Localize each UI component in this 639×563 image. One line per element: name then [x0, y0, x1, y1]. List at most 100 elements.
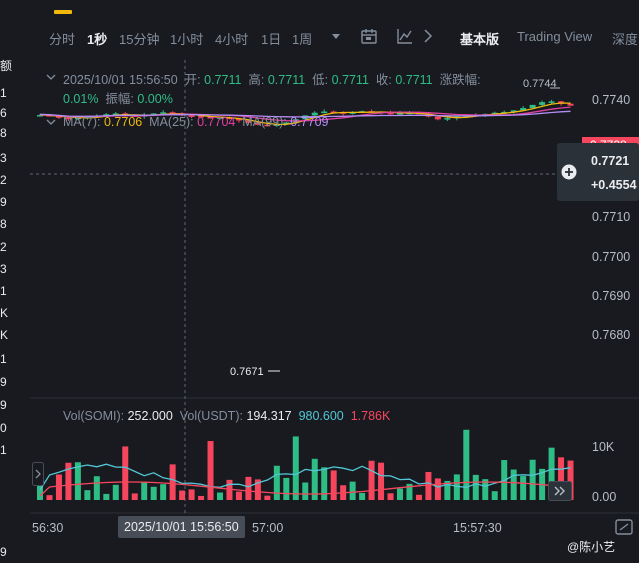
vol-usdt-label: Vol(USDT): [179, 409, 243, 423]
price-tick: 0.7740 [592, 93, 631, 107]
interval-1w[interactable]: 1周 [292, 32, 313, 47]
volume-bar [179, 490, 186, 500]
low-marker-label: 0.7671 [230, 366, 264, 378]
volume-bar [510, 469, 517, 500]
candle-body [74, 117, 81, 120]
indicator-icon[interactable] [396, 27, 414, 45]
volume-bar [311, 458, 318, 500]
time-tick: 57:00 [252, 521, 284, 535]
watermark-text: @陈小艺 [567, 540, 616, 554]
candle-body [444, 118, 451, 120]
left-strip-char: 8 [0, 126, 7, 140]
volume-bar [463, 429, 470, 500]
candle-body [254, 122, 261, 125]
kline-chart[interactable]: 2025/10/01 15:56:50 开: 0.7711 高: 0.7711 … [30, 60, 639, 548]
left-strip-char: 额 [0, 59, 13, 73]
volume-ma1-line [39, 463, 571, 491]
view-basic[interactable]: 基本版 [460, 32, 500, 47]
volume-bar [122, 446, 129, 500]
interval-15m[interactable]: 15分钟 [119, 32, 160, 47]
volume-bar [283, 477, 290, 500]
ma7-value: 0.7706 [103, 115, 143, 129]
candle-body [245, 120, 252, 123]
volume-bar [217, 492, 223, 500]
ma7-label: MA(7): [63, 115, 101, 129]
volume-tick: 10K [592, 440, 615, 454]
collapse-chevron-icon[interactable] [46, 72, 56, 82]
left-strip-char: K [0, 328, 9, 342]
chevron-right-icon[interactable] [422, 28, 434, 44]
left-strip-char: 1 [0, 284, 7, 298]
crosshair-change: +0.4554 [591, 178, 637, 192]
view-tradingview[interactable]: Trading View [517, 29, 593, 44]
volume-ma2-line [39, 481, 571, 497]
low-label: 低: [312, 73, 329, 87]
time-tick: 56:30 [32, 521, 64, 535]
volume-bar [226, 479, 233, 500]
left-strip-char: 2 [0, 173, 7, 187]
vol-ma1-value: 980.600 [298, 409, 344, 423]
volume-tick: 0.00 [592, 490, 617, 504]
ohlc-row: 2025/10/01 15:56:50 开: 0.7711 高: 0.7711 … [63, 69, 481, 88]
candle-body [217, 117, 223, 119]
high-label: 高: [248, 73, 265, 87]
volume-bar [529, 459, 536, 500]
volume-bar [160, 484, 167, 500]
interval-1h[interactable]: 1小时 [170, 32, 204, 47]
volume-bar [254, 479, 261, 500]
volume-bar [558, 457, 565, 500]
volume-bar [264, 495, 271, 500]
vol-usdt-value: 194.317 [246, 409, 292, 423]
crosshair-price-badge[interactable]: 0.7721 +0.4554 [557, 143, 639, 201]
open-value: 0.7711 [204, 73, 242, 87]
price-tick: 0.7680 [592, 328, 631, 342]
toolbox-icon[interactable] [614, 517, 634, 537]
candle-body [548, 101, 555, 103]
candle-body [188, 115, 195, 117]
candle-body [520, 108, 527, 111]
caret-down-icon[interactable] [330, 30, 342, 42]
interval-timeline[interactable]: 分时 [49, 32, 76, 47]
add-plus-icon[interactable] [561, 164, 577, 180]
high-value: 0.7711 [267, 73, 306, 87]
volume-bar [93, 476, 100, 500]
candle-body [330, 111, 337, 114]
amplitude-label: 振幅: [105, 92, 134, 106]
candle-body [235, 118, 242, 121]
vol-somi-label: Vol(SOMI): [63, 409, 125, 423]
scroll-left-button[interactable] [32, 462, 44, 486]
volume-bar [520, 476, 527, 500]
change-value: 0.01% [63, 92, 99, 106]
crosshair-time-label: 2025/10/01 15:56:50 [118, 516, 245, 538]
volume-bar [368, 460, 375, 500]
candle-body [510, 110, 517, 112]
close-label: 收: [375, 73, 392, 87]
ma99-value: 0.7709 [290, 115, 329, 129]
candle-body [349, 112, 356, 114]
calendar-icon[interactable] [360, 27, 378, 45]
price-tick: 0.7710 [592, 210, 631, 224]
left-strip-char: 1 [0, 443, 7, 457]
interval-1s[interactable]: 1秒 [87, 32, 108, 47]
volume-bar [112, 484, 119, 500]
view-depth[interactable]: 深度 [612, 32, 639, 47]
volume-bar [188, 489, 195, 500]
collapse-chevron-icon[interactable] [46, 117, 56, 127]
volume-bar [415, 494, 422, 500]
candle-body [264, 124, 271, 127]
kline-canvas[interactable] [30, 60, 639, 548]
volume-bar [302, 482, 309, 500]
volume-bar [359, 492, 366, 500]
volume-bar [397, 488, 403, 500]
volume-bar [548, 447, 555, 500]
ma-row: MA(7): 0.7706 MA(25): 0.7704 MA(99): 0.7… [63, 115, 328, 129]
interval-4h[interactable]: 4小时 [215, 32, 249, 47]
candle-body [198, 115, 205, 118]
volume-bar [169, 464, 176, 500]
volume-bar [453, 474, 460, 500]
interval-1d[interactable]: 1日 [261, 32, 282, 47]
scroll-to-latest-button[interactable] [548, 481, 572, 501]
left-strip-char: 8 [0, 217, 7, 231]
volume-bar [74, 462, 81, 500]
